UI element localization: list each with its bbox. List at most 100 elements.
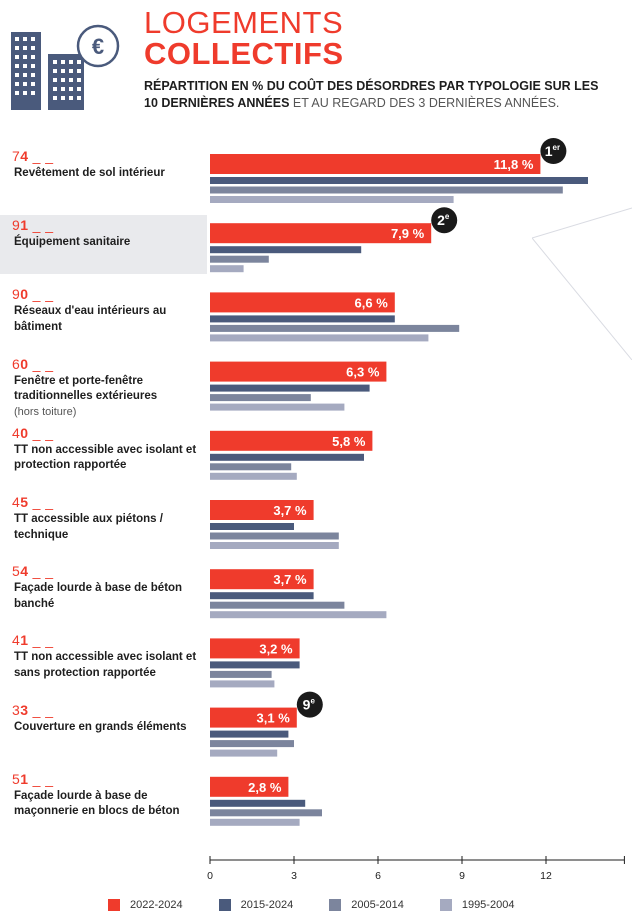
decorative-chevron — [532, 207, 632, 360]
bar-1995-2004 — [210, 334, 429, 342]
rank-badge-suffix: e — [310, 697, 315, 706]
rank-badge — [540, 138, 567, 164]
category-label: Façade lourde à base de maçonnerie en bl… — [14, 789, 209, 820]
category-label-text: Façade lourde à base de béton banché — [14, 582, 183, 610]
bar-value-label: 3,1 % — [257, 711, 291, 726]
legend: 2022-2024 2015-2024 2005-2014 1995-2004 — [108, 897, 514, 913]
legend-swatch — [108, 899, 120, 911]
category-code-first: 4 — [12, 632, 21, 649]
category-bars-3: 6,6 % — [210, 292, 460, 342]
category-10: 51 _ _ Façade lourde à base de maçonnerie … — [0, 769, 207, 828]
category-label-text: Réseaux d'eau intérieurs au bâtiment — [14, 305, 167, 333]
category-label: Façade lourde à base de béton banché — [14, 581, 209, 612]
category-label: TT non accessible avec isolant et sans p… — [14, 650, 209, 681]
category-code: 91 _ _ — [12, 217, 54, 233]
category-label-text: Couverture en grands éléments — [14, 720, 187, 733]
bar-2005-2014 — [210, 740, 294, 748]
category-code: 54 _ _ — [12, 563, 54, 579]
bar-main — [210, 292, 395, 313]
category-code-first: 6 — [12, 355, 21, 372]
bar-main — [210, 569, 314, 590]
category-bars-10: 2,8 % — [210, 776, 322, 826]
bar-main — [210, 638, 300, 659]
category-bars-6: 3,7 % — [210, 500, 339, 549]
category-code-second: 3 — [20, 701, 29, 718]
legend-label: 1995-2004 — [461, 899, 515, 911]
category-code: 90 _ _ — [12, 286, 54, 302]
x-tick-label: 9 — [459, 870, 465, 882]
bar-1995-2004 — [210, 611, 387, 619]
x-tick-label: 6 — [375, 870, 381, 882]
bar-value-label: 2,8 % — [248, 780, 282, 795]
bar-1995-2004 — [210, 265, 244, 273]
category-6: 45 _ _ TT accessible aux piétons / techniq… — [0, 492, 207, 551]
bar-2015-2024 — [210, 315, 395, 323]
category-code-first: 5 — [12, 563, 21, 580]
category-label: TT accessible aux piétons / technique — [14, 512, 209, 543]
category-code-first: 7 — [12, 148, 21, 164]
category-code-dash: _ _ — [32, 701, 54, 718]
category-bars-9: 3,1 %9e — [210, 691, 323, 757]
bar-2005-2014 — [210, 463, 292, 471]
category-bars-2: 7,9 %2e — [210, 207, 458, 273]
category-code-second: 0 — [20, 355, 29, 372]
category-note: (hors toiture) — [14, 405, 77, 418]
category-label: Équipement sanitaire — [14, 235, 209, 251]
category-code-second: 4 — [20, 563, 29, 580]
legend-label: 2005-2014 — [351, 899, 404, 911]
category-9: 33 _ _ Couverture en grands éléments — [0, 700, 207, 759]
bar-main — [210, 776, 289, 797]
category-code: 33 _ _ — [12, 702, 54, 718]
category-label-text: Revêtement de sol intérieur — [14, 167, 165, 179]
category-code-second: 4 — [20, 148, 29, 164]
category-code-second: 1 — [20, 632, 29, 649]
building-euro-icon: € — [11, 24, 120, 110]
bar-1995-2004 — [210, 749, 278, 757]
legend-swatch — [329, 899, 342, 911]
category-label: TT non accessible avec isolant et protec… — [14, 443, 209, 474]
category-label: Réseaux d'eau intérieurs au bâtiment — [14, 304, 209, 335]
category-code: 45 _ _ — [12, 494, 54, 510]
bar-main — [210, 707, 297, 728]
legend-item: 2022-2024 — [108, 897, 183, 913]
bar-2005-2014 — [210, 809, 322, 817]
rank-badge-suffix: er — [553, 143, 561, 152]
legend-label: 2015-2024 — [240, 899, 294, 911]
bar-main — [210, 500, 314, 520]
bar-1995-2004 — [210, 818, 300, 826]
bar-1995-2004 — [210, 196, 454, 203]
bar-2015-2024 — [210, 384, 370, 392]
category-label: Couverture en grands éléments — [14, 720, 209, 736]
bar-value-label: 6,6 % — [355, 295, 389, 310]
category-code-first: 4 — [12, 424, 21, 441]
bar-1995-2004 — [210, 680, 275, 688]
bar-1995-2004 — [210, 542, 339, 549]
subtitle-bold: RÉPARTITION EN % DU COÛT DES DÉSORDRES P… — [144, 79, 599, 110]
category-code-second: 1 — [20, 770, 29, 787]
category-code-second: 5 — [20, 494, 29, 510]
category-3: 90 _ _ Réseaux d'eau intérieurs au bâtimen… — [0, 284, 207, 343]
bar-value-label: 6,3 % — [346, 365, 380, 380]
bar-2005-2014 — [210, 324, 460, 332]
category-code-dash: _ _ — [32, 286, 54, 303]
category-code-dash: _ _ — [32, 494, 54, 510]
category-bars-8: 3,2 % — [210, 638, 300, 688]
category-7: 54 _ _ Façade lourde à base de béton banch… — [0, 561, 207, 620]
category-5: 40 _ _ TT non accessible avec isolant et p… — [0, 423, 207, 482]
bar-1995-2004 — [210, 472, 297, 480]
bar-value-label: 3,7 % — [273, 572, 307, 587]
bar-2005-2014 — [210, 532, 339, 540]
x-tick-label: 12 — [540, 870, 552, 882]
category-code-first: 3 — [12, 701, 21, 718]
bar-value-label: 3,2 % — [259, 641, 293, 656]
category-4: 60 _ _ Fenêtre et porte-fenêtre traditionn… — [0, 354, 207, 418]
category-bars-1: 11,8 %1er — [210, 138, 588, 203]
category-label-text: TT non accessible avec isolant et protec… — [14, 443, 197, 472]
bar-value-label: 7,9 % — [391, 226, 425, 241]
bar-2005-2014 — [210, 394, 311, 402]
category-code-first: 9 — [12, 286, 21, 303]
category-bars-5: 5,8 % — [210, 430, 373, 480]
legend-swatch — [439, 899, 452, 911]
bar-2015-2024 — [210, 661, 300, 669]
